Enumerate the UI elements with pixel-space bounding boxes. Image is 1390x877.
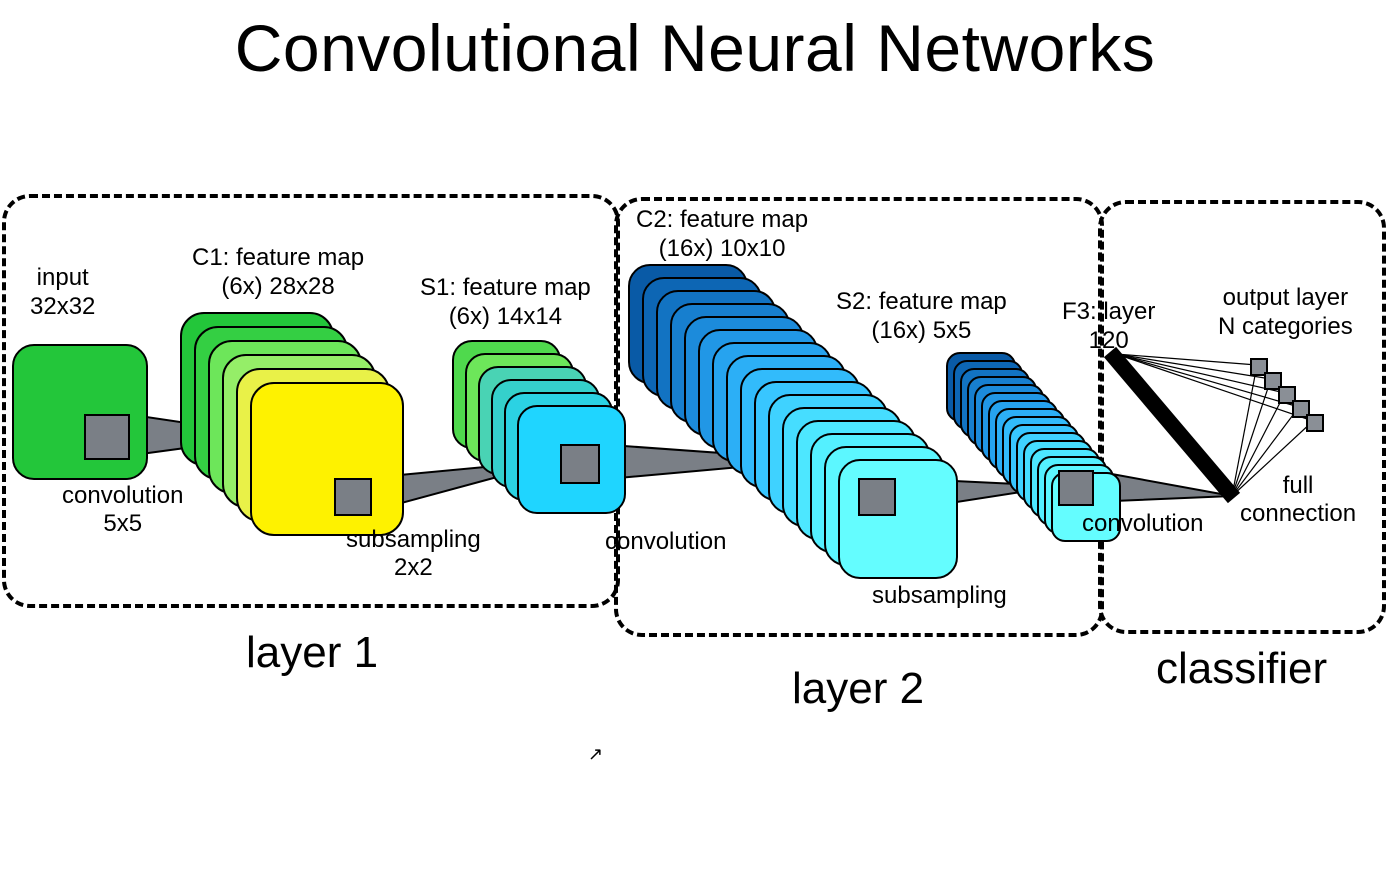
op-sub1: subsampling 2x2 [346, 526, 481, 582]
op-conv3: convolution [1082, 510, 1203, 538]
caption-output: output layer N categories [1218, 284, 1353, 342]
output-node-4 [1306, 414, 1324, 432]
cursor-icon: ↖ [588, 744, 603, 765]
op-full: full connection [1240, 472, 1356, 528]
op-sub2: subsampling [872, 582, 1007, 610]
tile-c2-15 [838, 459, 958, 579]
tile-c1-5 [250, 382, 404, 536]
caption-s1: S1: feature map (6x) 14x14 [420, 274, 591, 332]
group-label-classifier: classifier [1156, 644, 1327, 694]
caption-s2: S2: feature map (16x) 5x5 [836, 288, 1007, 346]
group-label-layer2: layer 2 [792, 664, 924, 714]
caption-c2: C2: feature map (16x) 10x10 [636, 206, 808, 264]
rf-input [84, 414, 130, 460]
caption-c1: C1: feature map (6x) 28x28 [192, 244, 364, 302]
op-conv1: convolution 5x5 [62, 482, 183, 538]
page-title: Convolutional Neural Networks [0, 10, 1390, 86]
rf-c1 [334, 478, 372, 516]
op-conv2: convolution [605, 528, 726, 556]
rf-s1 [560, 444, 600, 484]
group-label-layer1: layer 1 [246, 628, 378, 678]
rf-c2 [858, 478, 896, 516]
caption-input: input 32x32 [30, 264, 95, 322]
group-box-classifier [1098, 200, 1386, 634]
caption-f3: F3: layer 120 [1062, 298, 1155, 356]
rf-s2 [1058, 470, 1094, 506]
